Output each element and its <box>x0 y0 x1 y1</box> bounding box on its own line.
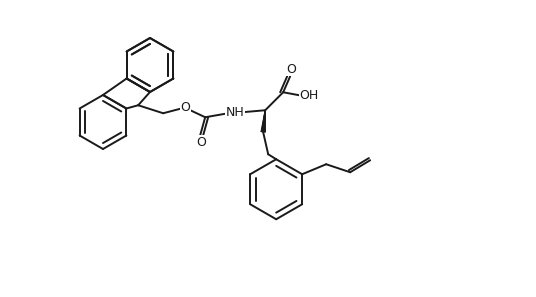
Text: O: O <box>196 136 206 149</box>
Text: NH: NH <box>226 106 244 119</box>
Text: O: O <box>180 101 190 114</box>
Text: O: O <box>286 63 296 76</box>
Text: OH: OH <box>300 89 319 102</box>
